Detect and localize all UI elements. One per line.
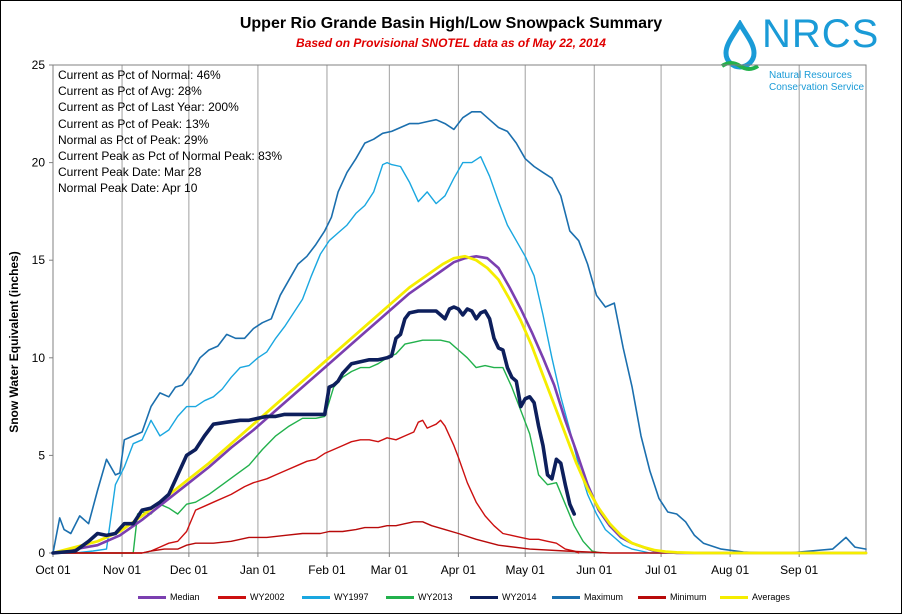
logo-subtitle-line2: Conservation Service — [769, 82, 865, 93]
legend-label: Minimum — [670, 592, 707, 602]
chart-title: Upper Rio Grande Basin High/Low Snowpack… — [239, 15, 663, 32]
x-tick-label: Aug 01 — [711, 563, 749, 577]
legend-swatch — [470, 595, 498, 599]
y-tick-label: 15 — [32, 253, 46, 267]
logo-subtitle-line1: Natural Resources — [769, 70, 852, 81]
x-tick-label: Mar 01 — [371, 563, 409, 577]
y-tick-label: 5 — [38, 448, 45, 462]
legend-item-maximum: Maximum — [552, 588, 623, 606]
series-line-median — [51, 254, 868, 555]
x-tick-label: Dec 01 — [170, 563, 208, 577]
x-tick-label: Jun 01 — [576, 563, 612, 577]
series-line-minimum — [52, 521, 867, 554]
x-tick-label: May 01 — [506, 563, 546, 577]
legend-swatch — [302, 595, 330, 599]
legend-label: Maximum — [584, 592, 624, 602]
stat-line: Current as Pct of Normal: 46% — [58, 68, 221, 82]
stat-line: Current as Pct of Avg: 28% — [58, 84, 202, 99]
legend-label: WY2013 — [418, 592, 453, 602]
stats-block: Current as Pct of Normal: 46% Current as… — [58, 67, 282, 197]
legend-swatch — [386, 595, 414, 599]
legend-item-averages: Averages — [720, 588, 790, 606]
y-tick-label: 25 — [32, 58, 46, 72]
legend-label: Averages — [752, 592, 790, 602]
y-tick-label: 10 — [32, 351, 46, 365]
chart-subtitle: Based on Provisional SNOTEL data as of M… — [296, 36, 606, 50]
legend-item-median: Median — [138, 588, 200, 606]
stat-line: Normal as Pct of Peak: 29% — [58, 132, 209, 147]
y-axis-label: Snow Water Equivalent (inches) — [7, 251, 21, 433]
legend-item-minimum: Minimum — [638, 588, 707, 606]
x-tick-label: Apr 01 — [441, 563, 477, 577]
stat-line: Current as Pct of Peak: 13% — [58, 116, 210, 131]
legend-item-wy2014: WY2014 — [470, 588, 537, 606]
series-line-averages — [51, 254, 868, 555]
water-drop-icon — [720, 20, 760, 71]
legend-swatch — [638, 595, 666, 599]
legend: Median WY2002 WY1997 WY2013 WY2014 Maxim… — [130, 588, 790, 606]
legend-swatch — [138, 595, 166, 599]
legend-item-wy2013: WY2013 — [386, 588, 453, 606]
series-line-maximum — [52, 111, 867, 554]
y-tick-label: 20 — [32, 156, 46, 170]
stat-line: Normal Peak Date: Apr 10 — [58, 181, 198, 196]
legend-swatch — [552, 595, 580, 599]
series-line-wy2002 — [52, 419, 580, 554]
legend-item-wy2002: WY2002 — [218, 588, 285, 606]
x-tick-label: Oct 01 — [35, 563, 71, 577]
legend-label: WY2002 — [250, 592, 285, 602]
logo-text: NRCS — [762, 12, 880, 56]
stat-line: Current Peak Date: Mar 28 — [58, 165, 202, 180]
series-line-wy2013 — [52, 339, 602, 554]
legend-label: WY1997 — [334, 592, 369, 602]
legend-label: Median — [170, 592, 200, 602]
stat-line: Current as Pct of Last Year: 200% — [58, 100, 239, 115]
series-line-wy2014 — [51, 305, 577, 555]
y-tick-label: 0 — [38, 546, 45, 560]
x-tick-label: Nov 01 — [103, 563, 141, 577]
x-tick-label: Jan 01 — [240, 563, 276, 577]
nrcs-logo: NRCS Natural Resources Conservation Serv… — [716, 12, 878, 100]
x-tick-label: Jul 01 — [645, 563, 677, 577]
legend-item-wy1997: WY1997 — [302, 588, 369, 606]
legend-label: WY2014 — [502, 592, 537, 602]
x-tick-label: Feb 01 — [308, 563, 346, 577]
legend-swatch — [720, 595, 748, 599]
x-tick-label: Sep 01 — [780, 563, 818, 577]
plot-area-border — [52, 64, 867, 554]
legend-swatch — [218, 595, 246, 599]
stat-line: Current Peak as Pct of Normal Peak: 83% — [58, 149, 283, 164]
